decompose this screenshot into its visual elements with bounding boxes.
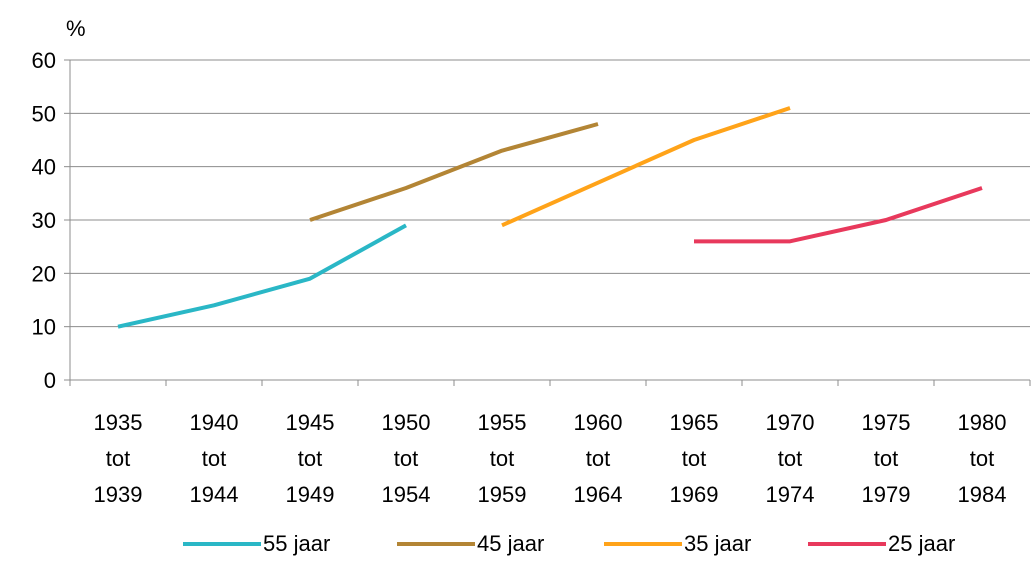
x-tick-label-line: 1940 xyxy=(190,410,239,435)
series-line-35-jaar xyxy=(501,106,791,228)
x-tick-label: 1955 tot 1959 xyxy=(478,410,527,507)
x-tick-label-line: tot xyxy=(874,446,898,471)
x-tick-label-line: 1955 xyxy=(478,410,527,435)
x-tick-label-line: 1984 xyxy=(958,482,1007,507)
x-tick-label: 1935 tot 1939 xyxy=(94,410,143,507)
x-tick-label-line: tot xyxy=(778,446,802,471)
x-tick-label: 1970 tot 1974 xyxy=(766,410,815,507)
x-tick-label-line: tot xyxy=(490,446,514,471)
x-tick-label-line: tot xyxy=(298,446,322,471)
x-tick-label-line: tot xyxy=(970,446,994,471)
x-tick-label-line: 1945 xyxy=(286,410,335,435)
x-tick-label-line: tot xyxy=(394,446,418,471)
legend-label: 55 jaar xyxy=(263,531,330,556)
x-tick-label: 1965 tot 1969 xyxy=(670,410,719,507)
x-tick-label-line: 1979 xyxy=(862,482,911,507)
x-tick-label-line: 1964 xyxy=(574,482,623,507)
y-tick-label: 20 xyxy=(32,261,56,286)
legend-label: 45 jaar xyxy=(477,531,544,556)
x-tick-label-line: 1970 xyxy=(766,410,815,435)
y-tick-label: 10 xyxy=(32,315,56,340)
x-tick-label-line: tot xyxy=(202,446,226,471)
x-tick-label-line: 1959 xyxy=(478,482,527,507)
series-line-25-jaar xyxy=(694,186,983,244)
x-tick-label-line: 1975 xyxy=(862,410,911,435)
legend-label: 25 jaar xyxy=(888,531,955,556)
y-tick-label: 60 xyxy=(32,48,56,73)
axes xyxy=(64,59,1031,386)
y-tick-label: 0 xyxy=(44,368,56,393)
x-tick-label-line: tot xyxy=(586,446,610,471)
y-tick-label: 30 xyxy=(32,208,56,233)
x-tick-label-line: tot xyxy=(106,446,130,471)
x-tick-label-line: 1965 xyxy=(670,410,719,435)
x-tick-label-line: tot xyxy=(682,446,706,471)
series-line-45-jaar xyxy=(309,122,599,222)
legend-label: 35 jaar xyxy=(684,531,751,556)
x-tick-label: 1950 tot 1954 xyxy=(382,410,431,507)
x-tick-label-line: 1960 xyxy=(574,410,623,435)
y-tick-label: 40 xyxy=(32,155,56,180)
x-tick-label: 1975 tot 1979 xyxy=(862,410,911,507)
y-axis-ticks: 0 10 20 30 40 50 60 xyxy=(32,48,56,393)
series-line-55-jaar xyxy=(117,223,407,329)
series-lines xyxy=(117,106,983,329)
x-tick-label: 1945 tot 1949 xyxy=(286,410,335,507)
x-tick-label: 1980 tot 1984 xyxy=(958,410,1007,507)
x-tick-label-line: 1974 xyxy=(766,482,815,507)
x-tick-label-line: 1935 xyxy=(94,410,143,435)
x-tick-label-line: 1980 xyxy=(958,410,1007,435)
y-tick-label: 50 xyxy=(32,101,56,126)
x-tick-label: 1960 tot 1964 xyxy=(574,410,623,507)
gridlines xyxy=(70,59,1030,328)
x-tick-label-line: 1944 xyxy=(190,482,239,507)
x-tick-label: 1940 tot 1944 xyxy=(190,410,239,507)
x-tick-label-line: 1950 xyxy=(382,410,431,435)
y-axis-unit-label: % xyxy=(66,16,86,41)
legend: 55 jaar 45 jaar 35 jaar 25 jaar xyxy=(183,531,955,556)
x-tick-label-line: 1939 xyxy=(94,482,143,507)
x-tick-label-line: 1949 xyxy=(286,482,335,507)
x-tick-label-line: 1969 xyxy=(670,482,719,507)
x-axis-ticks: 1935 tot 1939 1940 tot 1944 1945 tot 1949 1950 tot… xyxy=(94,410,1007,507)
x-tick-label-line: 1954 xyxy=(382,482,431,507)
